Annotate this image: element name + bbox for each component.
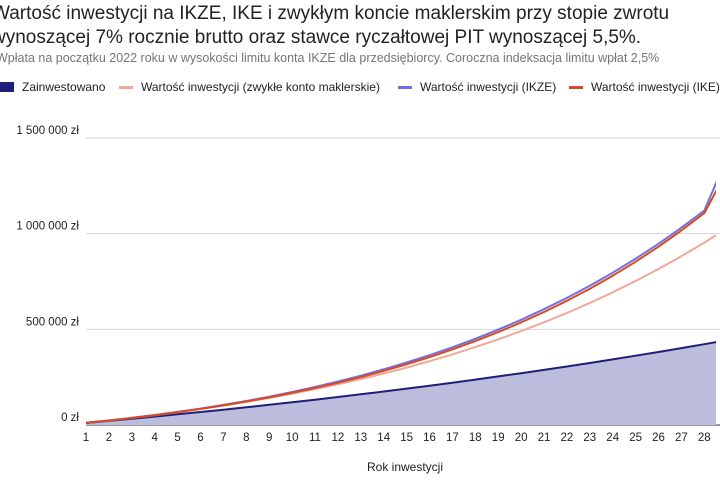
legend-swatch-brokerage bbox=[119, 85, 133, 89]
x-tick-label: 3 bbox=[129, 432, 135, 444]
x-tick-label: 10 bbox=[286, 432, 299, 444]
x-tick-label: 26 bbox=[652, 432, 665, 444]
x-tick-label: 19 bbox=[492, 432, 505, 444]
legend-swatch-invested bbox=[0, 82, 14, 92]
chart-title: Wartość inwestycji na IKZE, IKE i zwykły… bbox=[0, 2, 720, 50]
legend-label-ikze: Wartość inwestycji (IKZE) bbox=[420, 80, 557, 94]
x-tick-label: 14 bbox=[377, 432, 390, 444]
x-tick-label: 11 bbox=[309, 432, 321, 444]
area-fill-series-0 bbox=[86, 342, 716, 425]
y-tick-label: 1 000 000 zł bbox=[16, 221, 79, 233]
legend-swatch-ikze bbox=[398, 85, 412, 89]
x-tick-label: 23 bbox=[583, 432, 596, 444]
y-tick-label: 1 500 000 zł bbox=[16, 125, 79, 137]
legend-label-ike: Wartość inwestycji (IKE) bbox=[591, 80, 720, 94]
legend-swatch-ike bbox=[569, 85, 583, 89]
y-tick-label: 500 000 zł bbox=[26, 316, 80, 328]
x-tick-labels: 1 2 3 4 5 6 7 8 9 10 11 12 13 14 15 16 17 18 19 20 21 22 23 24 2… bbox=[83, 432, 711, 444]
x-tick-label: 1 bbox=[83, 432, 89, 444]
legend-item-ike[interactable]: Wartość inwestycji (IKE) bbox=[569, 77, 720, 97]
chart-title-line-2: wynoszącej 7% rocznie brutto oraz stawce… bbox=[0, 27, 642, 48]
x-tick-label: 13 bbox=[354, 432, 367, 444]
x-tick-label: 27 bbox=[675, 432, 688, 444]
x-tick-label: 24 bbox=[606, 432, 619, 444]
x-tick-label: 9 bbox=[266, 432, 272, 444]
x-tick-label: 6 bbox=[197, 432, 203, 444]
series-line-0 bbox=[85, 341, 716, 424]
x-tick-label: 12 bbox=[332, 432, 345, 444]
x-tick-label: 25 bbox=[629, 432, 642, 444]
x-tick-label: 20 bbox=[515, 432, 528, 444]
legend-item-invested[interactable]: Zainwestowano bbox=[0, 77, 105, 97]
series-line-3 bbox=[85, 189, 716, 424]
chart-title-line-1: Wartość inwestycji na IKZE, IKE i zwykły… bbox=[0, 3, 670, 24]
legend-label-brokerage: Wartość inwestycji (zwykłe konto maklers… bbox=[141, 80, 380, 94]
x-axis-title: Rok inwestycji bbox=[367, 460, 443, 474]
x-tick-label: 5 bbox=[174, 432, 180, 444]
x-tick-label: 2 bbox=[106, 432, 112, 444]
x-tick-label: 7 bbox=[220, 432, 226, 444]
legend-label-invested: Zainwestowano bbox=[22, 80, 106, 94]
x-tick-label: 17 bbox=[446, 432, 459, 444]
x-tick-label: 28 bbox=[698, 432, 711, 444]
area-layer bbox=[86, 342, 716, 425]
chart-subtitle: Wpłata na początku 2022 roku w wysokości… bbox=[0, 51, 660, 65]
x-tick-label: 18 bbox=[469, 432, 482, 444]
legend-item-brokerage[interactable]: Wartość inwestycji (zwykłe konto maklers… bbox=[119, 77, 380, 97]
x-tick-label: 22 bbox=[561, 432, 574, 444]
legend-item-ikze[interactable]: Wartość inwestycji (IKZE) bbox=[398, 77, 556, 97]
x-tick-label: 4 bbox=[151, 432, 158, 444]
y-tick-label: 0 zł bbox=[61, 412, 79, 424]
x-tick-label: 8 bbox=[243, 432, 249, 444]
x-tick-label: 21 bbox=[538, 432, 551, 444]
x-tick-label: 15 bbox=[400, 432, 413, 444]
lines-layer bbox=[85, 180, 716, 424]
y-tick-labels: 0 zł 500 000 zł 1 000 000 zł 1 500 000 zł bbox=[16, 125, 79, 424]
x-tick-label: 16 bbox=[423, 432, 436, 444]
